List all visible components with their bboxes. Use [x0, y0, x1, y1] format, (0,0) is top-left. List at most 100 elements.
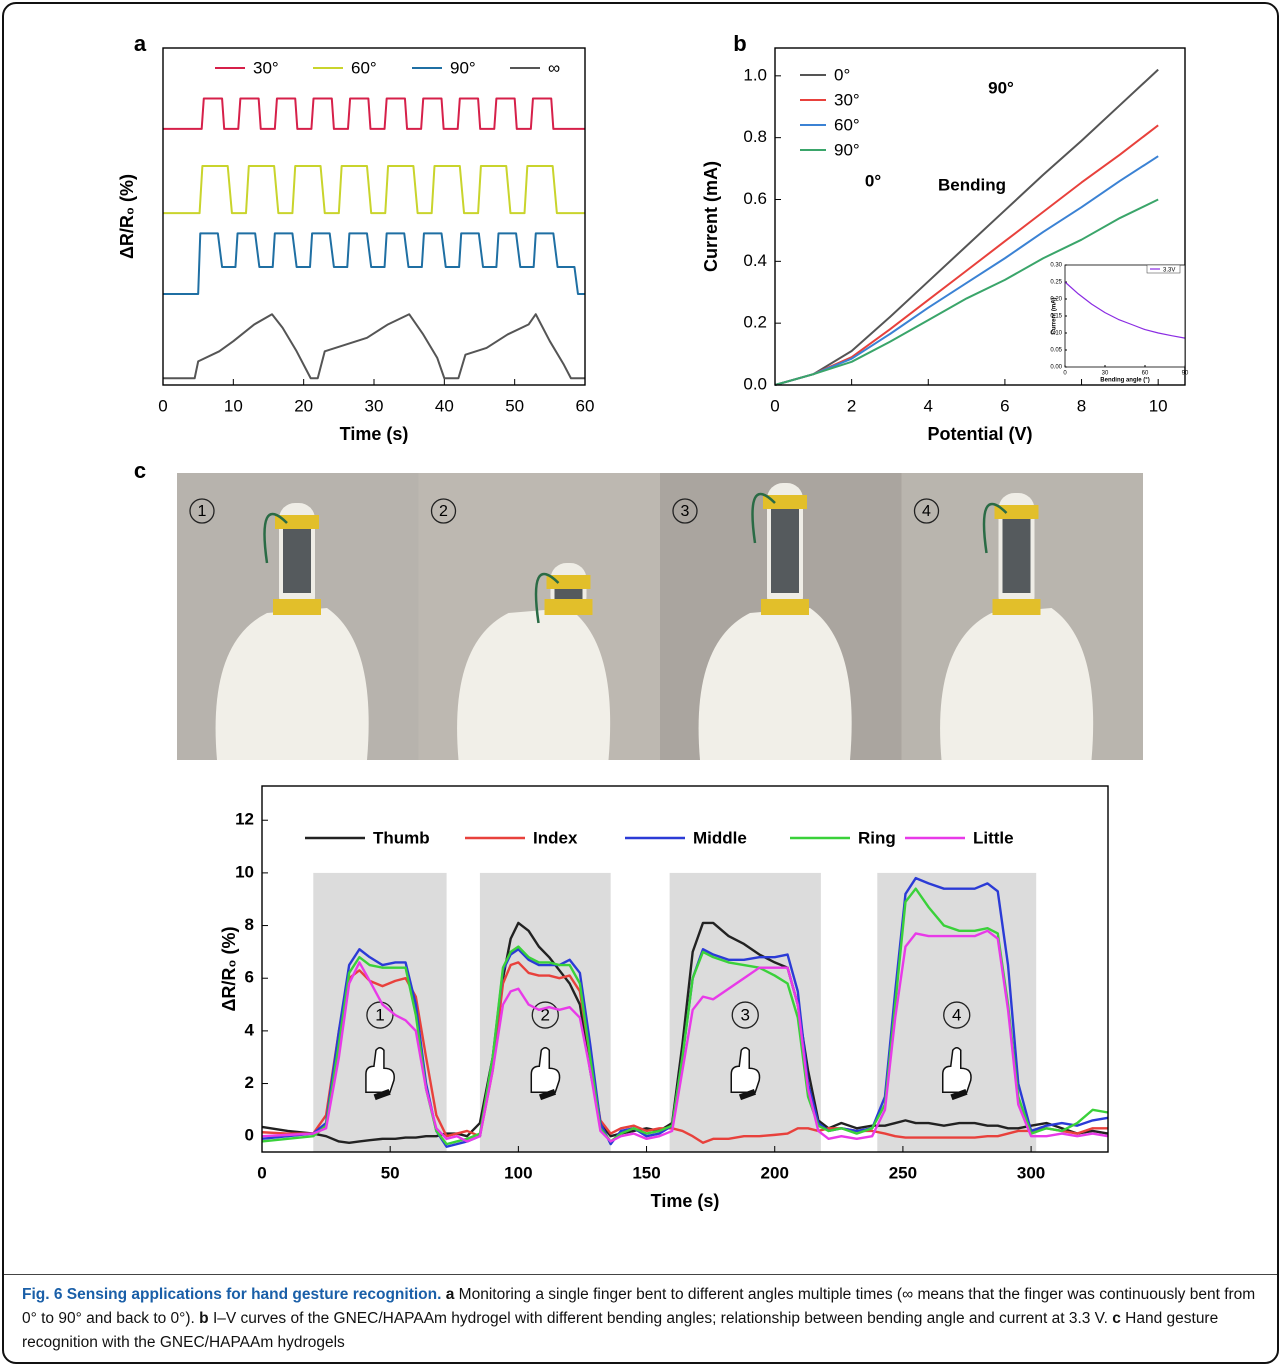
- region-label-ring: [531, 1001, 559, 1029]
- y-tick-label: 0.05: [1050, 348, 1062, 354]
- tape: [763, 495, 807, 509]
- x-tick-label: 10: [224, 396, 243, 415]
- x-tick-label: 90: [1182, 371, 1189, 377]
- series-line: [261, 921, 1109, 1144]
- photo-label: 2: [439, 503, 448, 520]
- sensor: [1002, 513, 1031, 593]
- caption-title: Fig. 6 Sensing applications for hand ges…: [22, 1286, 442, 1303]
- x-tick-label: 200: [761, 1163, 789, 1182]
- wire: [534, 572, 560, 624]
- series-line: [774, 68, 1159, 386]
- legend-label: 0°: [834, 65, 850, 84]
- x-tick-label: 150: [632, 1163, 660, 1182]
- axes-frame: [1064, 264, 1186, 368]
- series-line: [163, 97, 585, 130]
- tape: [994, 505, 1039, 519]
- caption-text: Hand gesture recognition with the GNEC/H…: [22, 1310, 1219, 1351]
- hand-icon: [730, 1047, 761, 1094]
- legend-label: 60°: [834, 115, 860, 134]
- hand-icon: [365, 1047, 395, 1094]
- photo-label: 1: [198, 503, 207, 520]
- panel-label: b: [733, 31, 746, 56]
- legend-label: 60°: [351, 58, 377, 77]
- y-axis-label: ΔR/R₀ (%): [219, 926, 239, 1011]
- y-axis-label: Current (mA): [1052, 297, 1058, 334]
- y-tick-label: 12: [235, 810, 254, 829]
- wire: [263, 512, 288, 564]
- legend-label: 30°: [834, 90, 860, 109]
- tape: [544, 599, 593, 615]
- x-tick-label: 0: [1063, 371, 1067, 377]
- axes-frame: [162, 47, 586, 386]
- region-label: 4: [952, 1006, 961, 1025]
- caption-text: Monitoring a single finger bent to diffe…: [22, 1286, 1256, 1327]
- y-tick-label: 0.8: [743, 127, 767, 146]
- photo-label-ring: [430, 498, 457, 524]
- annotation: 90°: [988, 78, 1014, 97]
- legend-box: [1146, 264, 1181, 274]
- y-tick-label: 0.10: [1050, 331, 1062, 337]
- y-tick-label: 0: [245, 1126, 254, 1145]
- y-tick-label: 0.6: [743, 189, 767, 208]
- glove: [940, 608, 1094, 760]
- x-tick-label: 2: [847, 396, 856, 415]
- legend-label: 3.3V: [1163, 268, 1175, 274]
- tape: [273, 599, 321, 615]
- photo-label-ring: [913, 498, 940, 524]
- x-tick-label: 20: [294, 396, 313, 415]
- caption-panel: c: [1112, 1310, 1121, 1327]
- legend-label: Little: [973, 828, 1014, 847]
- x-tick-label: 4: [924, 396, 933, 415]
- legend-label: 90°: [834, 140, 860, 159]
- series-line: [163, 313, 585, 380]
- y-tick-label: 0.25: [1050, 280, 1062, 286]
- x-axis-label: Potential (V): [927, 424, 1032, 444]
- x-tick-label: 6: [1000, 396, 1009, 415]
- tape: [992, 599, 1041, 615]
- region-label-ring: [731, 1001, 759, 1029]
- shaded-region: [313, 872, 447, 1152]
- legend-label: Ring: [858, 828, 896, 847]
- x-tick-label: 250: [889, 1163, 917, 1182]
- region-label: 2: [541, 1006, 550, 1025]
- x-tick-label: 50: [381, 1163, 400, 1182]
- x-tick-label: 60: [1142, 371, 1149, 377]
- caption: Fig. 6 Sensing applications for hand ges…: [22, 1283, 1260, 1355]
- y-tick-label: 4: [245, 1020, 255, 1039]
- series-line: [163, 232, 585, 296]
- y-tick-label: 2: [245, 1073, 254, 1092]
- region-label: 3: [741, 1006, 750, 1025]
- x-tick-label: 60: [576, 396, 595, 415]
- glove: [698, 608, 852, 760]
- caption-panel: b: [199, 1310, 209, 1327]
- annotation: Bending: [938, 175, 1006, 194]
- x-tick-label: 30: [365, 396, 384, 415]
- legend-label: ∞: [548, 58, 560, 77]
- cuff: [538, 1088, 557, 1101]
- sensor: [771, 503, 799, 593]
- caption-text: I–V curves of the GNEC/HAPAAm hydrogel w…: [212, 1310, 1108, 1327]
- x-tick-label: 30: [1102, 371, 1109, 377]
- glove: [215, 608, 369, 760]
- x-axis-label: Time (s): [651, 1191, 720, 1211]
- cuff: [738, 1088, 757, 1101]
- region-label-ring: [943, 1001, 971, 1029]
- photo-label: 3: [681, 503, 690, 520]
- hand-icon: [530, 1047, 561, 1094]
- y-tick-label: 0.00: [1050, 365, 1062, 371]
- x-axis-label: Time (s): [340, 424, 409, 444]
- y-axis-label: ΔR/R₀ (%): [117, 174, 137, 259]
- wire: [982, 502, 1008, 554]
- x-tick-label: 0: [158, 396, 167, 415]
- y-tick-label: 10: [235, 862, 254, 881]
- series-line: [261, 929, 1109, 1143]
- axes-frame: [261, 785, 1109, 1153]
- photo-label: 4: [922, 503, 931, 520]
- caption-separator: [4, 1274, 1277, 1275]
- x-tick-label: 0: [770, 396, 779, 415]
- series-line: [163, 164, 585, 215]
- axes-frame: [774, 47, 1186, 386]
- x-tick-label: 100: [504, 1163, 532, 1182]
- y-tick-label: 0.20: [1050, 297, 1062, 303]
